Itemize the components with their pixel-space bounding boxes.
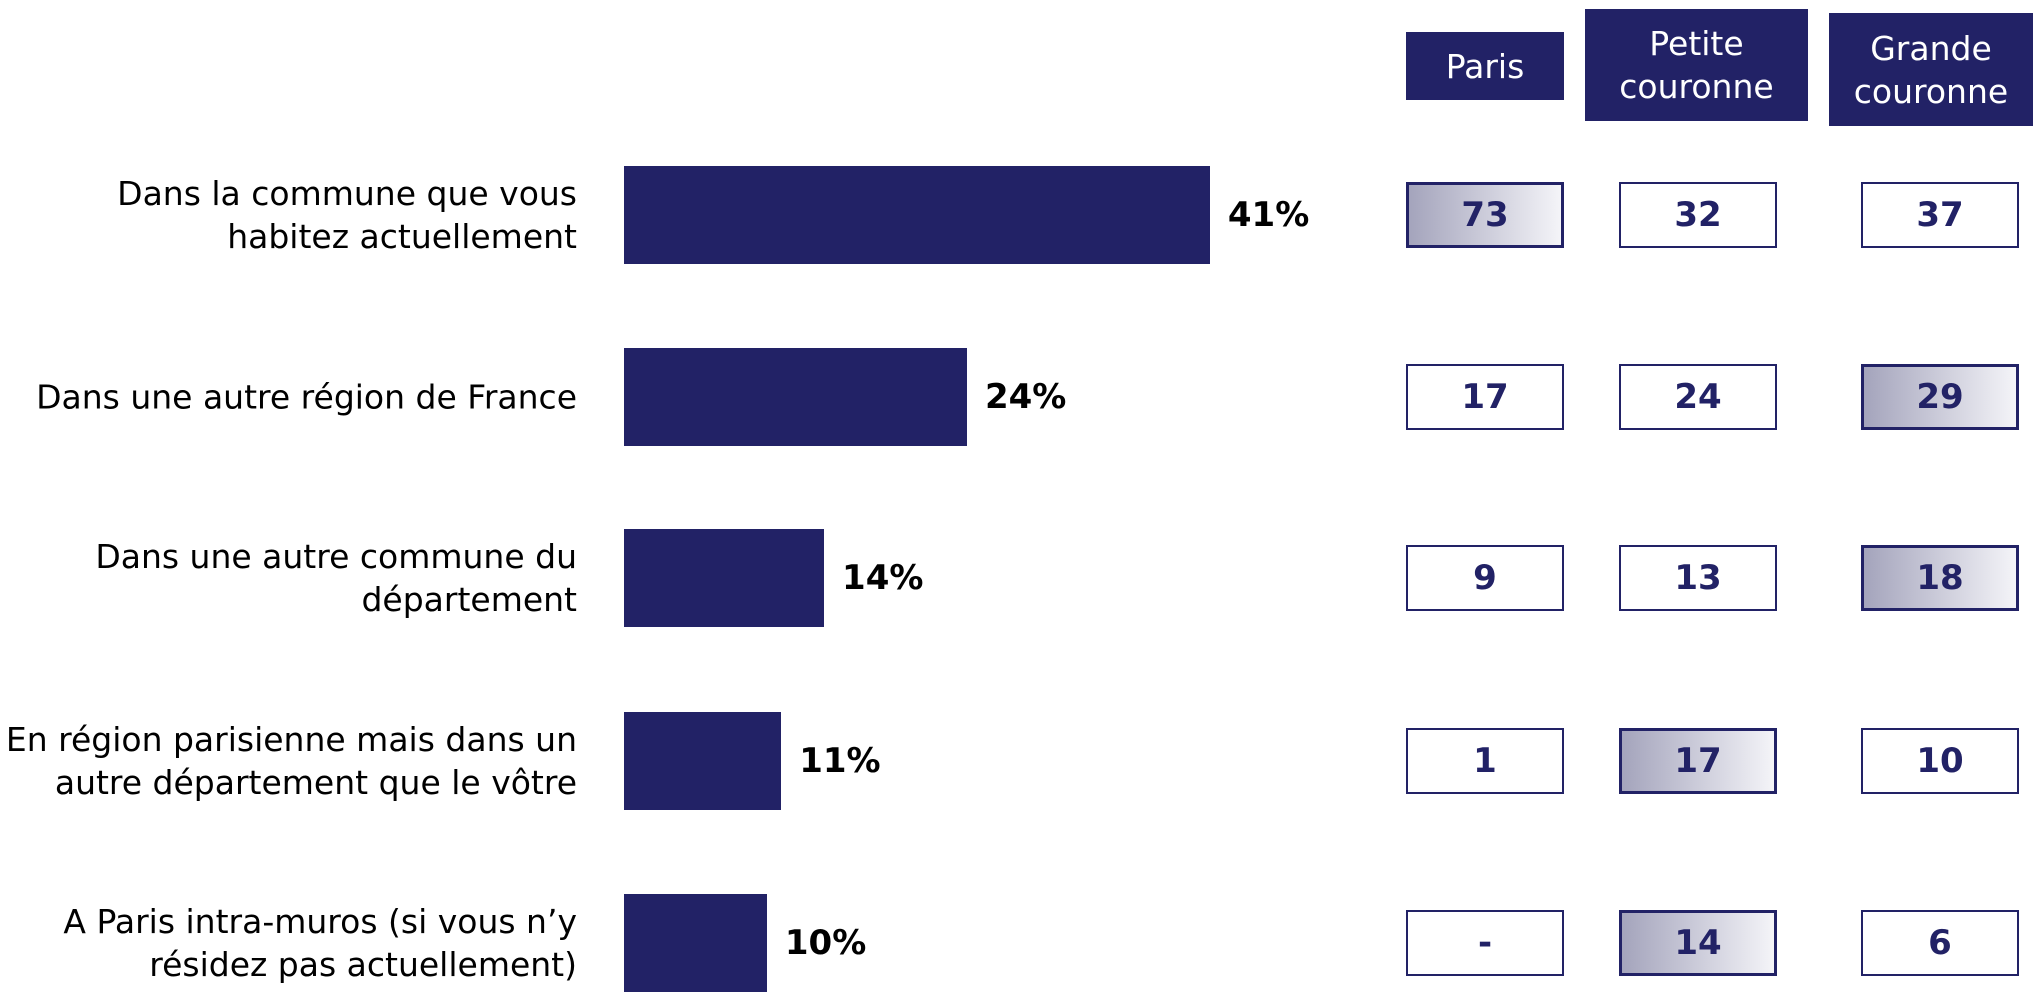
bar	[624, 712, 782, 810]
value-label: 41%	[1227, 195, 1310, 235]
table-cell: 9	[1406, 545, 1564, 611]
value-label: 14%	[842, 558, 924, 598]
category-label: A Paris intra-muros (si vous n’y résidez…	[63, 902, 577, 984]
column-header: Petite couronne	[1585, 9, 1808, 121]
category-label: Dans une autre région de France	[36, 377, 577, 417]
table-cell: 1	[1406, 728, 1564, 794]
bar	[624, 348, 967, 446]
table-cell: 6	[1861, 910, 2019, 976]
table-cell: 17	[1619, 728, 1777, 794]
table-cell: 18	[1861, 545, 2019, 611]
table-cell: 73	[1406, 182, 1564, 248]
table-cell: 17	[1406, 364, 1564, 430]
table-cell: -	[1406, 910, 1564, 976]
table-cell: 10	[1861, 728, 2019, 794]
column-header: Grande couronne	[1829, 13, 2033, 126]
value-label: 10%	[784, 923, 867, 963]
table-cell: 24	[1619, 364, 1777, 430]
category-label: Dans une autre commune du département	[95, 537, 577, 619]
table-cell: 14	[1619, 910, 1777, 976]
column-header: Paris	[1406, 32, 1564, 100]
table-cell: 37	[1861, 182, 2019, 248]
table-cell: 32	[1619, 182, 1777, 248]
bar	[624, 529, 825, 627]
table-cell: 29	[1861, 364, 2019, 430]
bar	[624, 166, 1210, 264]
category-label: En région parisienne mais dans un autre …	[5, 720, 577, 802]
value-label: 24%	[984, 377, 1067, 417]
category-label: Dans la commune que vous habitez actuell…	[117, 174, 577, 256]
value-label: 11%	[799, 741, 881, 781]
table-cell: 13	[1619, 545, 1777, 611]
bar	[624, 894, 767, 992]
